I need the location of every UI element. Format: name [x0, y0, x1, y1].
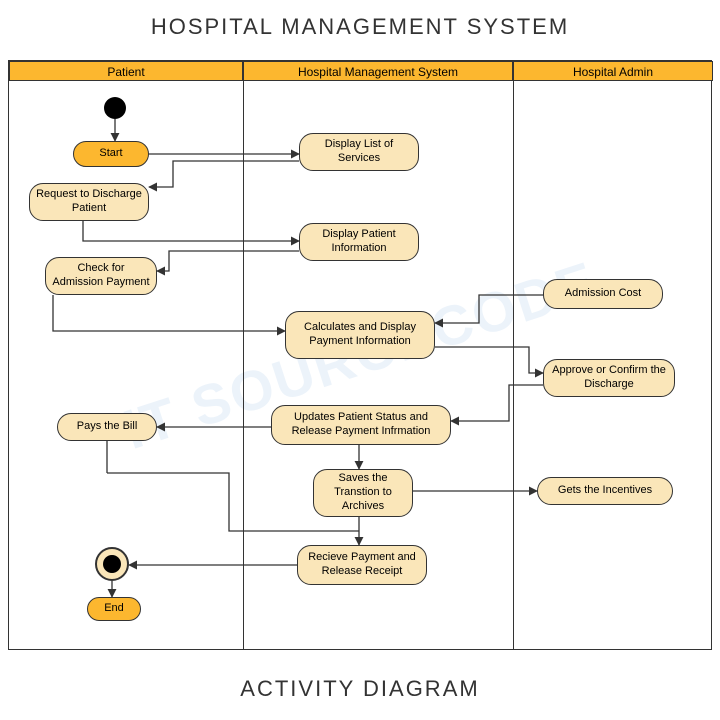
lane-divider-2: [513, 81, 514, 649]
activity-node-saves: Saves the Transtion to Archives: [313, 469, 413, 517]
edge: [435, 295, 543, 323]
activity-node-req: Request to Discharge Patient: [29, 183, 149, 221]
activity-node-gets: Gets the Incentives: [537, 477, 673, 505]
edge: [149, 161, 299, 187]
initial-node: [104, 97, 126, 119]
activity-node-check: Check for Admission Payment: [45, 257, 157, 295]
edge: [157, 251, 299, 271]
edge: [435, 347, 543, 373]
final-node: [95, 547, 129, 581]
activity-node-end: End: [87, 597, 141, 621]
activity-node-calc: Calculates and Display Payment Informati…: [285, 311, 435, 359]
activity-node-approve: Approve or Confirm the Discharge: [543, 359, 675, 397]
page-title: HOSPITAL MANAGEMENT SYSTEM: [0, 0, 720, 50]
page-subtitle: ACTIVITY DIAGRAM: [0, 676, 720, 702]
lane-header-hms: Hospital Management System: [243, 61, 513, 81]
activity-node-update: Updates Patient Status and Release Payme…: [271, 405, 451, 445]
activity-node-acost: Admission Cost: [543, 279, 663, 309]
lane-divider-1: [243, 81, 244, 649]
swimlane-container: IT SOURCECODE Patient Hospital Managemen…: [8, 60, 712, 650]
activity-node-start: Start: [73, 141, 149, 167]
edge: [83, 221, 299, 241]
activity-node-recv: Recieve Payment and Release Receipt: [297, 545, 427, 585]
edge: [451, 385, 543, 421]
activity-node-dpat: Display Patient Information: [299, 223, 419, 261]
activity-node-dlist: Display List of Services: [299, 133, 419, 171]
activity-node-pays: Pays the Bill: [57, 413, 157, 441]
edge: [53, 295, 285, 331]
lane-header-patient: Patient: [9, 61, 243, 81]
lane-header-admin: Hospital Admin: [513, 61, 713, 81]
